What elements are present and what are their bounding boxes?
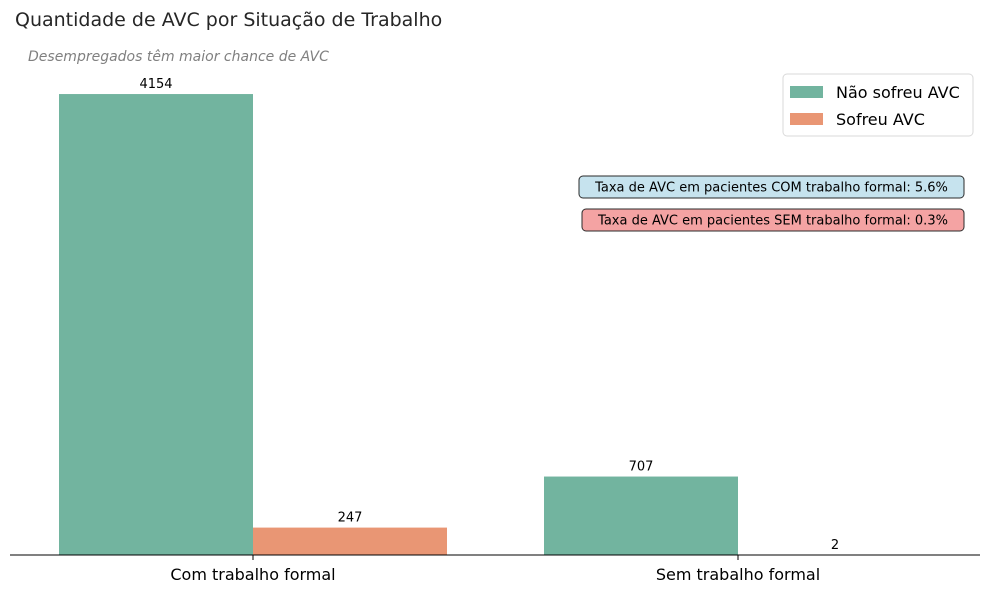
annotation-com-trabalho: Taxa de AVC em pacientes COM trabalho fo… [578, 175, 965, 199]
x-tick-label: Sem trabalho formal [656, 565, 820, 584]
legend-swatch-sofreu [790, 113, 823, 125]
bar-sofreu-com-trabalho [253, 527, 447, 555]
x-ticks-layer: Com trabalho formal Sem trabalho formal [170, 555, 820, 584]
annotation-text: Taxa de AVC em pacientes SEM trabalho fo… [597, 214, 948, 229]
bar-value-label: 247 [338, 511, 363, 526]
bar-value-label: 2 [831, 538, 839, 553]
bar-value-label: 4154 [139, 77, 172, 92]
legend-label-nao-sofreu: Não sofreu AVC [836, 83, 960, 102]
annotation-sem-trabalho: Taxa de AVC em pacientes SEM trabalho fo… [581, 208, 965, 232]
chart-subtitle: Desempregados têm maior chance de AVC [28, 49, 329, 65]
chart-title: Quantidade de AVC por Situação de Trabal… [15, 9, 442, 31]
bar-nao-sofreu-com-trabalho [59, 94, 253, 556]
bars-layer [59, 94, 932, 556]
legend-frame [782, 73, 974, 137]
bar-labels-layer: 4154 707 247 2 [139, 77, 839, 553]
legend: Não sofreu AVC Sofreu AVC [782, 73, 974, 137]
legend-swatch-nao-sofreu [790, 86, 823, 98]
bar-value-label: 707 [629, 460, 654, 475]
annotation-box [578, 175, 965, 199]
bar-nao-sofreu-sem-trabalho [544, 476, 738, 555]
annotation-box [581, 208, 965, 232]
x-tick-label: Com trabalho formal [170, 565, 335, 584]
annotation-text: Taxa de AVC em pacientes COM trabalho fo… [594, 181, 948, 196]
legend-label-sofreu: Sofreu AVC [836, 110, 925, 129]
